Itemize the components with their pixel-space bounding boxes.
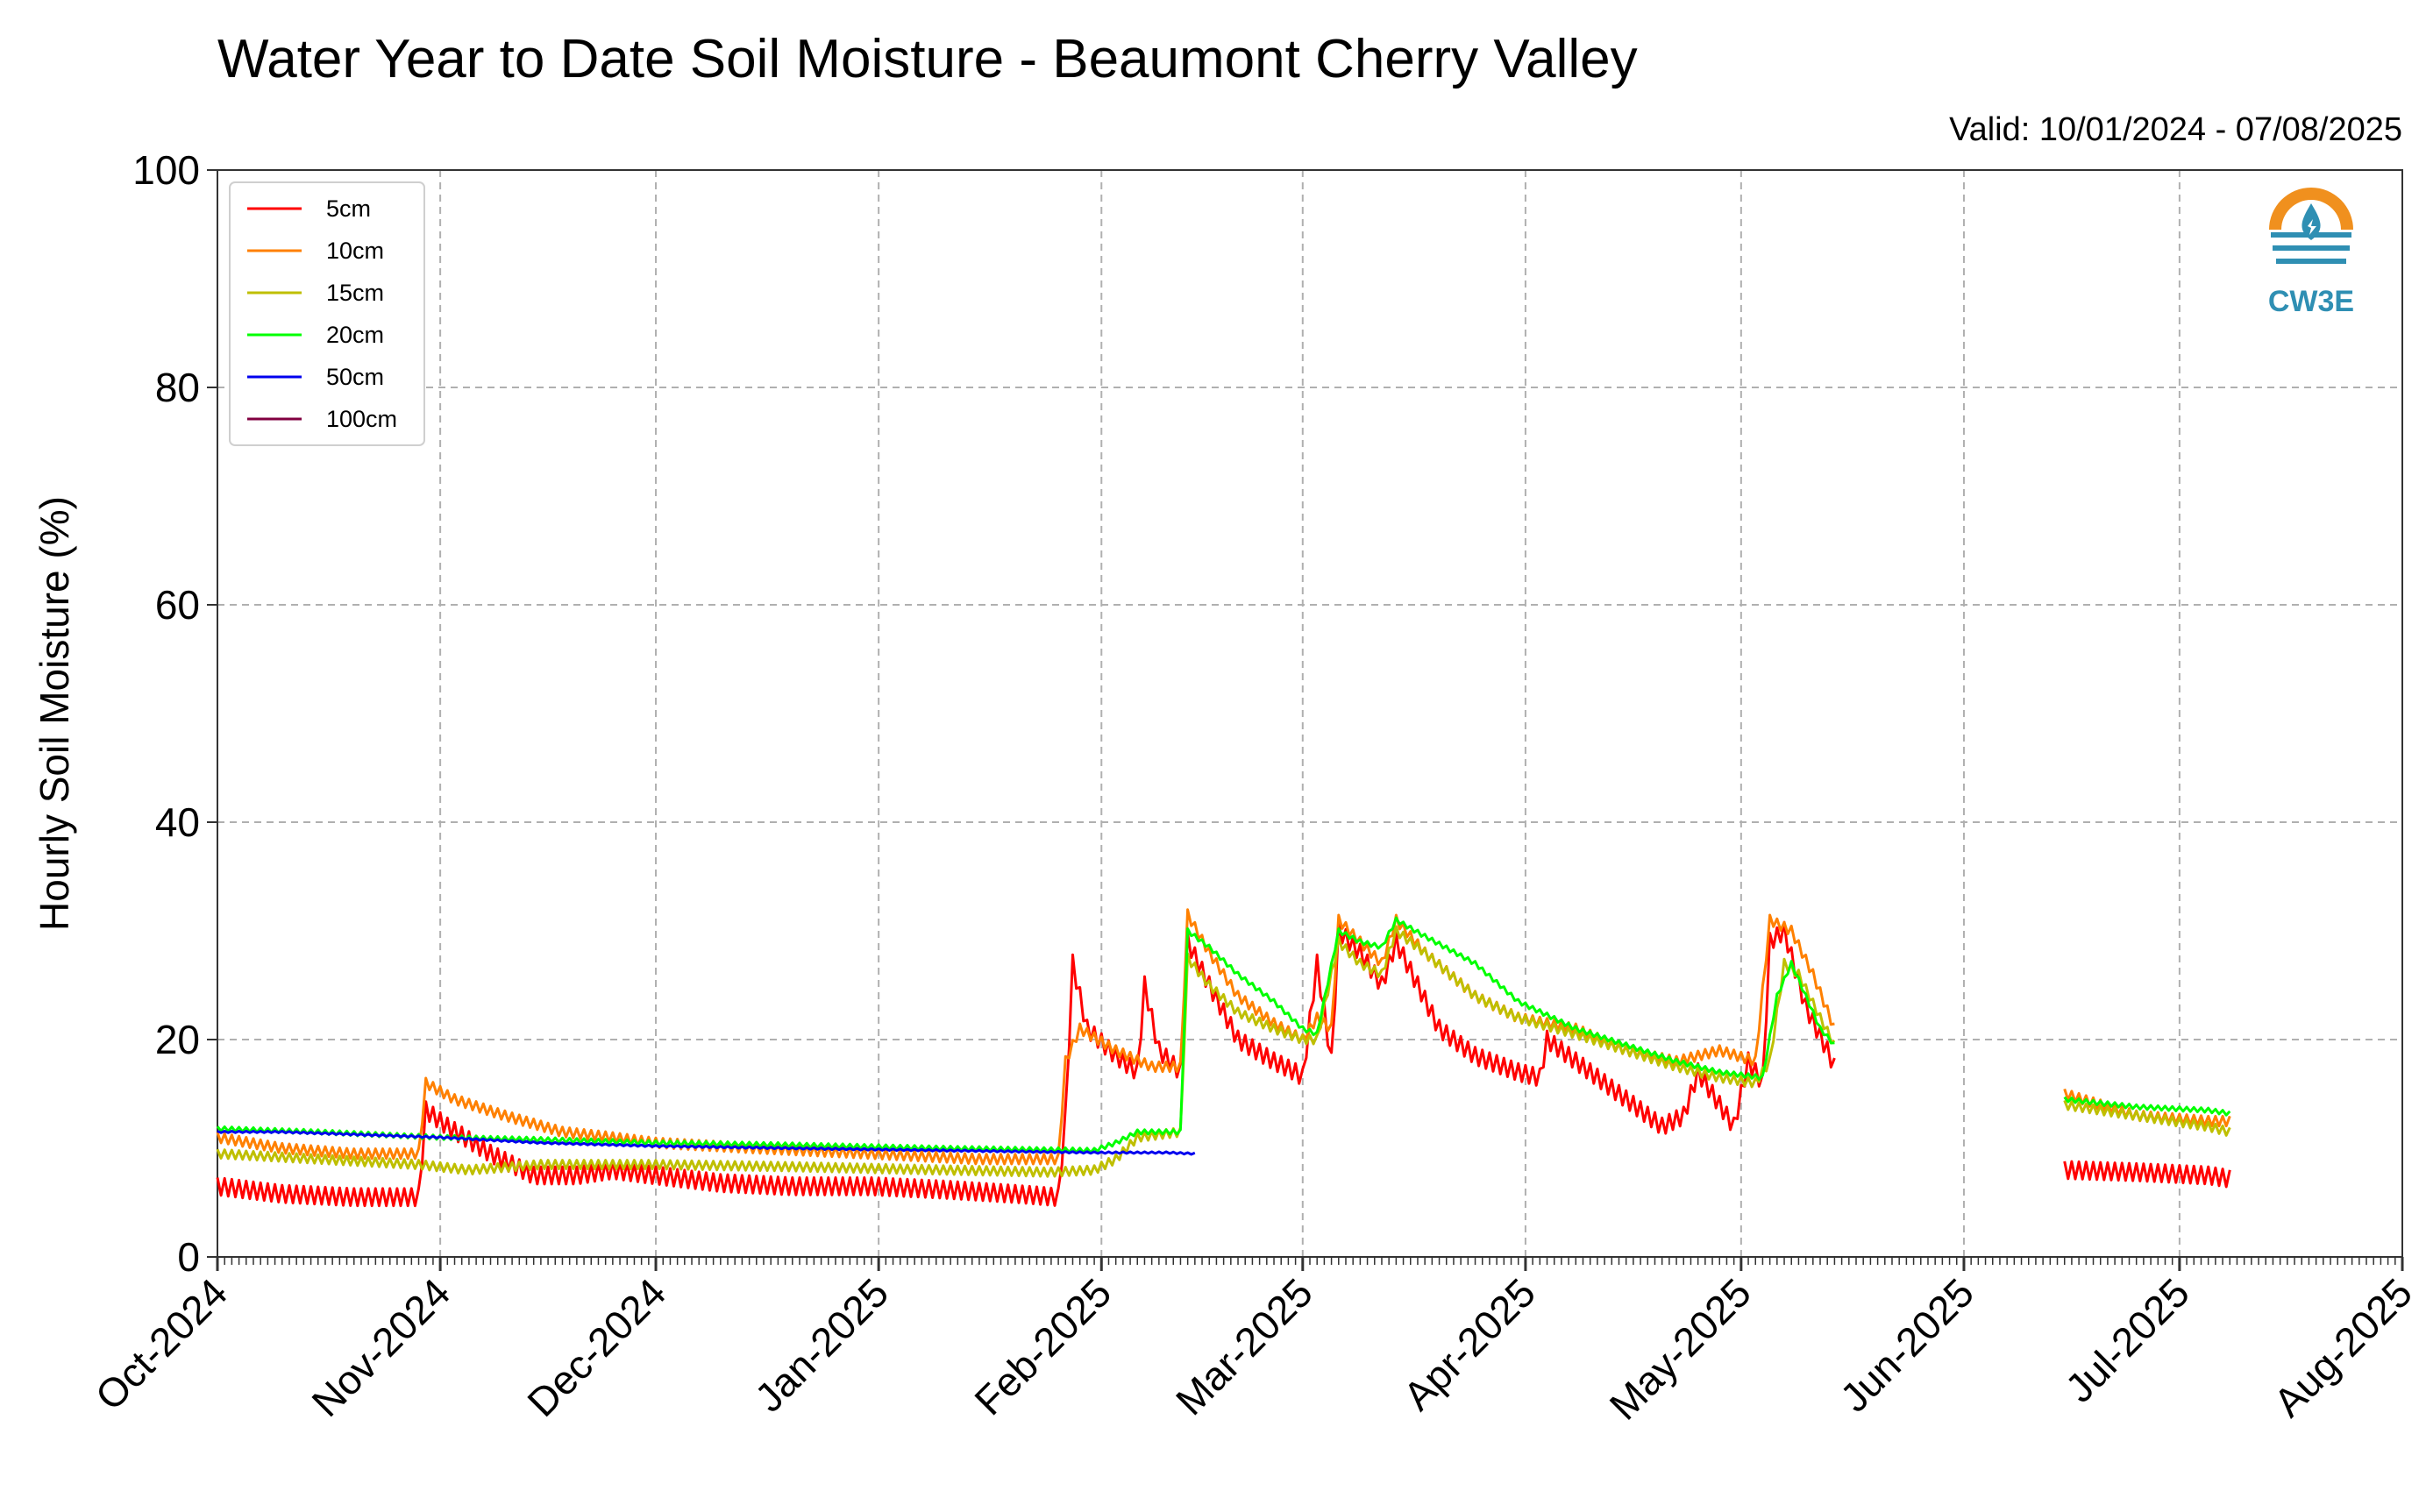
series-line-50cm	[217, 1130, 1196, 1156]
chart-title: Water Year to Date Soil Moisture - Beaum…	[217, 29, 1638, 89]
x-tick-label: Mar-2025	[1167, 1269, 1321, 1423]
x-tick-label: Jul-2025	[2056, 1269, 2198, 1411]
water-drop-logo-icon	[2269, 188, 2353, 273]
plot-frame	[217, 169, 2403, 1258]
legend-label-20cm: 20cm	[326, 322, 384, 348]
x-tick-label: Oct-2024	[87, 1269, 237, 1419]
y-tick-label: 0	[177, 1234, 200, 1280]
legend-label-10cm: 10cm	[326, 238, 384, 264]
legend-box	[229, 181, 425, 446]
y-tick-label: 40	[155, 799, 200, 845]
legend-label-100cm: 100cm	[326, 406, 397, 432]
legend-label-5cm: 5cm	[326, 195, 371, 222]
series-line-5cm	[216, 920, 1836, 1208]
y-tick-label: 20	[155, 1017, 200, 1062]
legend: 5cm 10cm 15cm 20cm 50cm 100cm	[229, 181, 425, 446]
y-tick-label: 60	[155, 582, 200, 628]
x-tick-label: Dec-2024	[518, 1269, 674, 1425]
y-tick-label: 80	[155, 365, 200, 410]
chart-subtitle: Valid: 10/01/2024 - 07/08/2025	[1949, 111, 2402, 148]
series-line-15cm	[216, 925, 1836, 1178]
logo-text: CW3E	[2268, 285, 2354, 318]
x-tick-label: Feb-2025	[965, 1269, 1120, 1423]
cw3e-logo: CW3E	[2268, 188, 2354, 318]
legend-label-15cm: 15cm	[326, 280, 384, 306]
x-tick-label: May-2025	[1600, 1269, 1759, 1428]
x-tick-label: Nov-2024	[302, 1269, 459, 1425]
series-line-15cm	[2063, 1099, 2231, 1137]
axes: 0 20 40 60 80 100 Oct-2024 Nov-2024 Dec-2024 Jan-…	[87, 147, 2422, 1429]
x-tick-label: Jan-2025	[746, 1269, 897, 1420]
grid-lines	[217, 170, 2402, 1257]
series-lines	[216, 908, 2231, 1208]
y-axis-label: Hourly Soil Moisture (%)	[32, 496, 77, 931]
x-tick-label: Apr-2025	[1394, 1269, 1544, 1419]
series-line-20cm	[2063, 1096, 2231, 1117]
legend-label-50cm: 50cm	[326, 364, 384, 390]
series-line-5cm	[2063, 1160, 2231, 1189]
x-tick-label: Aug-2025	[2265, 1269, 2421, 1425]
x-tick-label: Jun-2025	[1832, 1269, 1982, 1420]
y-tick-label: 100	[132, 147, 200, 193]
series-line-20cm	[216, 916, 1835, 1154]
